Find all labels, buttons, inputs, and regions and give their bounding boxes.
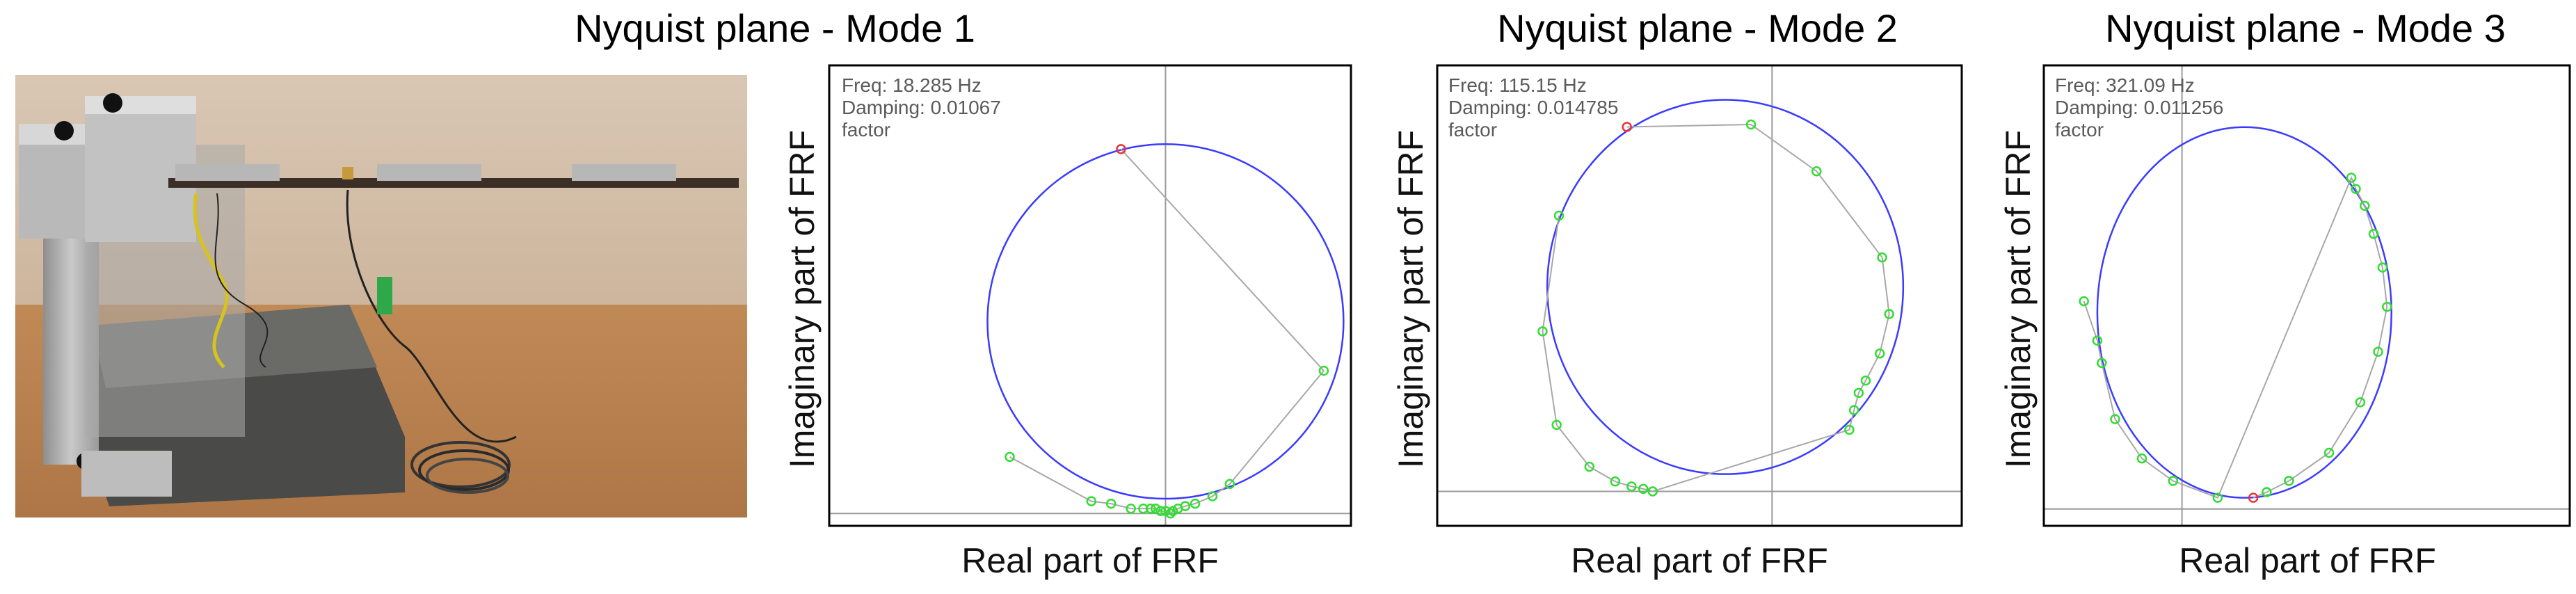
frequency-readout: Freq: 321.09 Hz xyxy=(2055,74,2195,96)
data-point xyxy=(1160,506,1171,517)
data-point xyxy=(1853,387,1864,399)
y-axis-label: Imaginary part of FRF xyxy=(783,130,822,468)
data-point xyxy=(2346,172,2357,183)
data-point xyxy=(2079,296,2089,307)
data-point xyxy=(1811,166,1822,177)
frf-path xyxy=(1542,123,1890,492)
data-point xyxy=(1877,252,1887,263)
data-point xyxy=(1145,503,1156,514)
chart-title: Nyquist plane - Mode 2 xyxy=(1497,6,1898,50)
data-point xyxy=(1172,503,1183,514)
plot-area xyxy=(1436,64,1963,527)
x-axis-label: Real part of FRF xyxy=(2179,541,2436,580)
data-point xyxy=(1150,503,1161,514)
data-point xyxy=(2136,453,2147,464)
data-point xyxy=(2110,414,2120,424)
data-point xyxy=(2168,476,2179,486)
data-point xyxy=(1610,476,1621,487)
data-point xyxy=(1638,483,1649,495)
data-point xyxy=(1884,309,1894,319)
chart-title: Nyquist plane - Mode 1 xyxy=(575,6,975,50)
frequency-readout: Freq: 115.15 Hz xyxy=(1448,74,1587,96)
data-point xyxy=(1126,503,1136,514)
y-axis-label: Imaginary part of FRF xyxy=(1391,130,1430,468)
plot-frame xyxy=(828,64,1352,527)
data-point xyxy=(2323,447,2335,458)
nyquist-chart-mode-3: Nyquist plane - Mode 3 Imaginary part of … xyxy=(1999,6,2571,580)
plot-background xyxy=(829,65,1351,526)
plot-background xyxy=(2044,65,2570,526)
data-point xyxy=(1155,506,1166,517)
data-point xyxy=(2092,335,2103,346)
data-point xyxy=(1005,451,1015,463)
data-point xyxy=(1105,498,1117,509)
selected-data-point xyxy=(1622,122,1632,132)
damping-readout-cont: factor xyxy=(842,119,890,141)
data-point xyxy=(2373,346,2383,357)
damping-readout-cont: factor xyxy=(2055,119,2104,141)
nyquist-chart-mode-2: Nyquist plane - Mode 2 Imaginary part of … xyxy=(1391,6,1963,580)
plot-frame xyxy=(2042,64,2571,527)
fitted-circle xyxy=(986,143,1345,500)
plot-frame xyxy=(1436,64,1963,527)
x-axis-label: Real part of FRF xyxy=(961,541,1219,580)
damping-readout: Damping: 0.014785 xyxy=(1448,97,1618,118)
data-point xyxy=(1553,210,1565,221)
data-point xyxy=(1207,491,1218,501)
data-point xyxy=(2351,184,2361,194)
data-point xyxy=(2097,358,2107,369)
data-point xyxy=(1848,405,1859,415)
data-point xyxy=(1584,461,1595,472)
data-point xyxy=(1647,486,1658,497)
data-point xyxy=(1551,419,1562,431)
selected-data-point xyxy=(2248,492,2259,503)
data-point xyxy=(2284,476,2294,486)
selected-data-point xyxy=(1116,144,1126,154)
y-axis-label: Imaginary part of FRF xyxy=(1999,130,2038,468)
damping-readout-cont: factor xyxy=(1448,119,1497,141)
data-point xyxy=(2360,200,2370,211)
test-rig-photo xyxy=(15,75,747,517)
fitted-circle xyxy=(2096,126,2392,499)
data-point xyxy=(1086,496,1097,506)
data-point xyxy=(2377,262,2388,273)
frf-path xyxy=(2083,175,2388,499)
data-point xyxy=(1626,481,1637,492)
data-point xyxy=(1745,119,1757,130)
fitted-circle xyxy=(1546,99,1905,475)
nyquist-chart-mode-1: Nyquist plane - Mode 1 Imaginary part of … xyxy=(575,6,1352,580)
plot-area xyxy=(828,64,1352,527)
data-point xyxy=(2382,301,2392,312)
frequency-readout: Freq: 18.285 Hz xyxy=(842,74,982,96)
data-point xyxy=(1874,348,1885,359)
plot-area xyxy=(2042,64,2571,527)
damping-readout: Damping: 0.01067 xyxy=(842,97,1001,118)
data-point xyxy=(1224,479,1235,490)
data-point xyxy=(2212,492,2223,503)
data-point xyxy=(1318,365,1329,376)
data-point xyxy=(2355,397,2366,408)
data-point xyxy=(1860,375,1871,386)
data-point xyxy=(1165,508,1176,519)
data-point xyxy=(1844,424,1855,435)
data-point xyxy=(2368,228,2379,239)
data-point xyxy=(1167,506,1178,517)
plot-background xyxy=(1437,65,1962,526)
x-axis-label: Real part of FRF xyxy=(1571,541,1828,580)
chart-title: Nyquist plane - Mode 3 xyxy=(2105,6,2506,50)
data-point xyxy=(1190,498,1201,509)
data-point xyxy=(2262,487,2272,497)
damping-readout: Damping: 0.011256 xyxy=(2055,97,2223,118)
data-point xyxy=(1138,503,1149,514)
data-point xyxy=(1537,326,1548,337)
